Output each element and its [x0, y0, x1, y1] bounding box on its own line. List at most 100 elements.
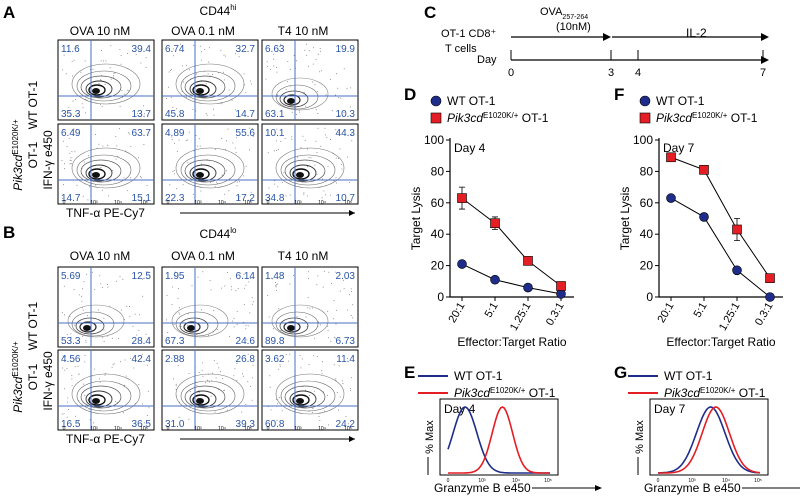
timeline-stim: OVA257-264 [540, 6, 588, 21]
event-dot [316, 152, 318, 153]
event-dot [250, 278, 252, 279]
y-tick-label: 80 [431, 164, 445, 178]
event-dot [242, 373, 244, 375]
legend-mut-label: Pik3cdE1020K/+ OT-1 [454, 386, 556, 400]
y-tick-label: 80 [640, 164, 654, 178]
event-dot [75, 99, 76, 101]
event-dot [132, 325, 134, 327]
event-dot [65, 73, 67, 75]
axis-tick-label: 10³ [90, 200, 98, 206]
panel-label-e: E [404, 363, 415, 382]
event-dot [94, 289, 96, 290]
event-dot [88, 155, 89, 157]
event-dot [350, 315, 352, 316]
quadrant-upper-left: 6.63 [265, 44, 285, 55]
event-dot [189, 391, 191, 393]
data-point-mut [457, 193, 467, 203]
event-dot [178, 416, 180, 418]
event-dot [237, 424, 239, 426]
event-dot [283, 338, 285, 339]
event-dot [130, 145, 132, 147]
event-dot [137, 157, 139, 159]
quadrant-upper-left: 5.69 [61, 271, 81, 282]
event-dot [169, 184, 171, 186]
event-dot [219, 371, 221, 373]
event-dot [247, 381, 249, 383]
event-dot [195, 135, 197, 136]
axis-tick-label: 0 [167, 426, 170, 432]
event-dot [171, 286, 173, 288]
event-dot [116, 280, 117, 282]
event-dot [278, 368, 280, 370]
event-dot [68, 106, 70, 108]
event-dot [146, 415, 148, 416]
svg-text:IFN-γ e450: IFN-γ e450 [41, 351, 55, 411]
event-dot [119, 128, 121, 130]
event-dot [250, 385, 252, 387]
event-dot [251, 127, 253, 129]
event-dot [127, 89, 129, 91]
event-dot [228, 89, 230, 91]
event-dot [216, 362, 218, 364]
quadrant-lower-left: 63.1 [265, 109, 285, 120]
event-dot [275, 140, 277, 142]
event-dot [102, 189, 103, 191]
row-label-wt-a: WT OT-1 [26, 80, 40, 129]
legend-mut-label: Pik3cdE1020K/+ OT-1 [664, 386, 766, 400]
event-dot [64, 356, 66, 358]
event-dot [142, 295, 144, 297]
event-dot [232, 142, 234, 144]
event-dot [212, 73, 213, 75]
event-dot [174, 275, 176, 277]
event-dot [63, 388, 65, 390]
quadrant-lower-left: 60.8 [265, 419, 285, 430]
axis-tick-label: 10⁴ [114, 200, 122, 206]
event-dot [299, 111, 301, 113]
event-dot [351, 377, 353, 379]
event-dot [214, 411, 216, 413]
event-dot [350, 106, 352, 108]
granzyme-histogram-day7: WT OT-1 Pik3cdE1020K/+ OT-1 Day 7 % Max 0 10³… [628, 369, 800, 495]
event-dot [213, 108, 214, 110]
event-dot [338, 157, 339, 159]
event-dot [193, 45, 195, 47]
event-dot [306, 148, 308, 150]
panel-label-c: C [424, 3, 436, 22]
quadrant-lower-left: 22.3 [165, 193, 185, 204]
event-dot [216, 181, 218, 183]
event-dot [86, 273, 88, 275]
event-dot [68, 408, 69, 410]
y-tick-label: 100 [424, 133, 444, 147]
data-point-mut [666, 152, 676, 163]
event-dot [317, 113, 319, 114]
event-dot [62, 367, 64, 369]
event-dot [172, 106, 174, 108]
event-dot [188, 418, 190, 420]
event-dot [226, 140, 227, 142]
event-dot [61, 159, 63, 161]
event-dot [145, 66, 147, 68]
event-dot [144, 113, 146, 115]
svg-text:OT-1: OT-1 [26, 363, 40, 390]
legend-wt-marker [639, 95, 651, 107]
event-dot [280, 43, 282, 45]
legend-wt-label: WT OT-1 [664, 369, 713, 383]
y-tick-label: 60 [640, 196, 654, 210]
event-dot [229, 278, 231, 280]
event-dot [239, 181, 240, 183]
quadrant-upper-right: 63.7 [132, 128, 152, 139]
event-dot [273, 65, 275, 67]
quadrant-upper-left: 4.89 [165, 128, 185, 139]
event-dot [171, 136, 173, 138]
plot-frame [161, 123, 259, 205]
x-tick-label: 0.3:1 [544, 301, 567, 328]
event-dot [202, 375, 204, 377]
event-dot [124, 384, 126, 386]
x-tick-label: 10⁴ [722, 478, 730, 484]
event-dot [221, 138, 223, 139]
event-dot [186, 139, 188, 141]
event-dot [343, 111, 345, 113]
lysis-chart-day4: WT OT-1 Pik3cdE1020K/+ OT-1 0 20 40 60 80 100 20… [409, 94, 574, 349]
event-dot [138, 384, 140, 386]
event-dot [243, 73, 245, 75]
